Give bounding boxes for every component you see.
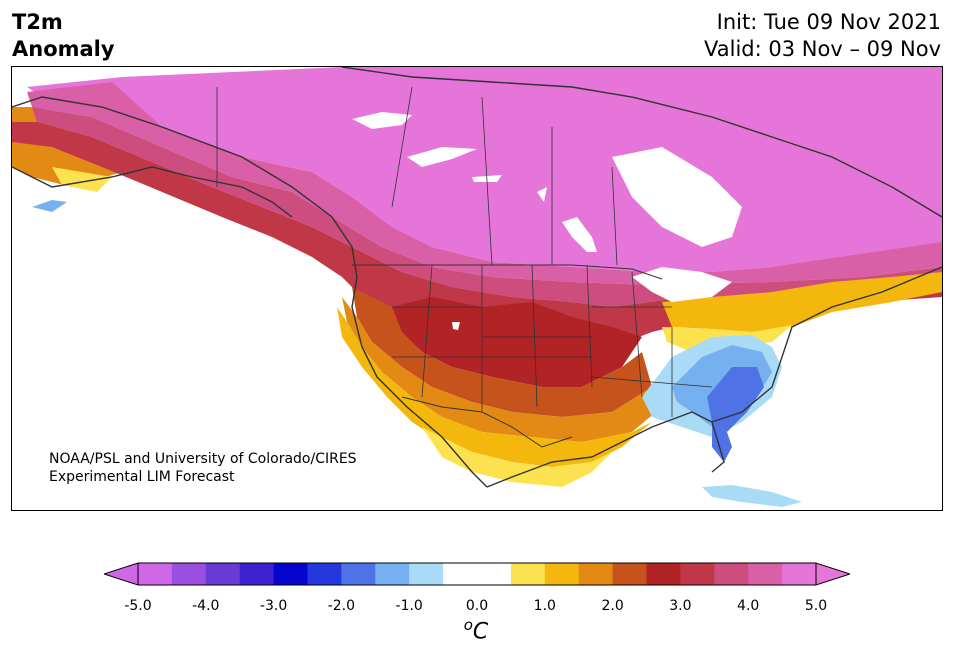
valid-range: Valid: 03 Nov – 09 Nov <box>704 37 941 61</box>
colorbar-tick-label: 0.0 <box>465 598 489 614</box>
colorbar-tick-label: -3.0 <box>259 598 288 614</box>
lakes <box>352 112 742 330</box>
credit-text: NOAA/PSL and University of Colorado/CIRE… <box>49 450 357 486</box>
colorbar-ticks: -5.0 -4.0 -3.0 -2.0 -1.0 0.0 1.0 2.0 3.0 4.0 5.0 <box>0 598 953 618</box>
alaska-coastline <box>12 166 293 218</box>
colorbar-bin <box>171 563 207 585</box>
anomaly-shading <box>12 67 942 507</box>
colorbar-bin <box>680 563 715 585</box>
init-date: Init: Tue 09 Nov 2021 <box>716 10 941 34</box>
state-borders <box>392 264 713 417</box>
northeast-band-1 <box>662 272 942 332</box>
sw-band-1_5 <box>342 297 662 442</box>
colorbar-bin <box>409 563 444 585</box>
colorbar-tick-label: 5.0 <box>804 598 828 614</box>
credit-line2: Experimental LIM Forecast <box>49 469 235 485</box>
unit-base: C <box>472 619 489 645</box>
reindeer-lake <box>537 187 547 202</box>
gulf-coastline <box>486 411 725 488</box>
colorbar <box>104 562 850 586</box>
colorbar-tick-label: -4.0 <box>192 598 220 614</box>
colorbar-bin <box>375 563 410 585</box>
colorbar-bin <box>612 563 647 585</box>
colorbar-under-arrow <box>104 562 139 586</box>
map-canvas <box>12 67 942 507</box>
variable-title-line1: T2m <box>12 10 63 34</box>
hudson-bay <box>612 147 742 247</box>
colorbar-bin <box>544 563 580 585</box>
colorbar-bin <box>714 563 749 585</box>
sw-band-2 <box>352 287 652 417</box>
lake-winnipeg <box>562 217 597 252</box>
colorbar-bin <box>273 563 308 585</box>
colorbar-tick-label: 2.0 <box>601 598 624 614</box>
colorbar-bin <box>138 563 173 585</box>
variable-title: T2m Anomaly <box>12 9 115 63</box>
great-lakes <box>632 267 732 302</box>
colorbar-tick-label: 4.0 <box>737 598 760 614</box>
great-bear-lake <box>352 112 412 129</box>
province-borders <box>216 86 618 266</box>
colorbar-tick-label: -2.0 <box>327 598 356 614</box>
colorbar-bins <box>138 563 817 585</box>
alaska-warm-band-yellow <box>52 167 112 192</box>
us-canada-border <box>352 264 663 280</box>
cuba-cold-band <box>702 485 802 507</box>
colorbar-tick-label: 1.0 <box>533 598 556 614</box>
colorbar-bin <box>578 563 614 585</box>
colorbar-bin <box>341 563 376 585</box>
colorbar-unit: oC <box>464 616 489 644</box>
west-coastline <box>12 96 488 488</box>
boundaries <box>12 67 942 488</box>
colorbar-bin <box>205 563 241 585</box>
sw-band-1 <box>337 307 652 467</box>
east-coastline <box>711 266 942 423</box>
aleutian-cold-band <box>32 200 67 212</box>
variable-title-line2: Anomaly <box>12 37 115 61</box>
great-salt-lake <box>452 322 460 330</box>
colorbar-bin <box>646 563 681 585</box>
core-band-2_5 <box>392 297 642 387</box>
colorbar-frame <box>137 562 817 586</box>
mexico-band-0_5 <box>422 427 612 487</box>
colorbar-bin <box>510 563 546 585</box>
colorbar-bin <box>748 563 783 585</box>
colorbar-tick-label: -1.0 <box>395 598 423 614</box>
colorbar-bin <box>782 563 817 585</box>
southeast-band-m2 <box>707 367 764 432</box>
unit-degree: o <box>463 616 473 634</box>
colorbar-over-arrow <box>815 562 850 586</box>
anomaly-map <box>11 66 943 511</box>
florida-band-m2 <box>712 422 732 462</box>
date-title: Init: Tue 09 Nov 2021 Valid: 03 Nov – 09… <box>704 9 941 63</box>
us-mexico-border <box>401 396 573 448</box>
colorbar-bin <box>443 563 512 585</box>
great-slave-lake <box>407 147 477 167</box>
credit-line1: NOAA/PSL and University of Colorado/CIRE… <box>49 451 357 467</box>
colorbar-bin <box>307 563 342 585</box>
arctic-coastline <box>341 67 942 218</box>
canada-band-4 <box>27 82 942 285</box>
colorbar-tick-label: 3.0 <box>669 598 692 614</box>
colorbar-bin <box>239 563 275 585</box>
colorbar-tick-label: -5.0 <box>124 598 152 614</box>
